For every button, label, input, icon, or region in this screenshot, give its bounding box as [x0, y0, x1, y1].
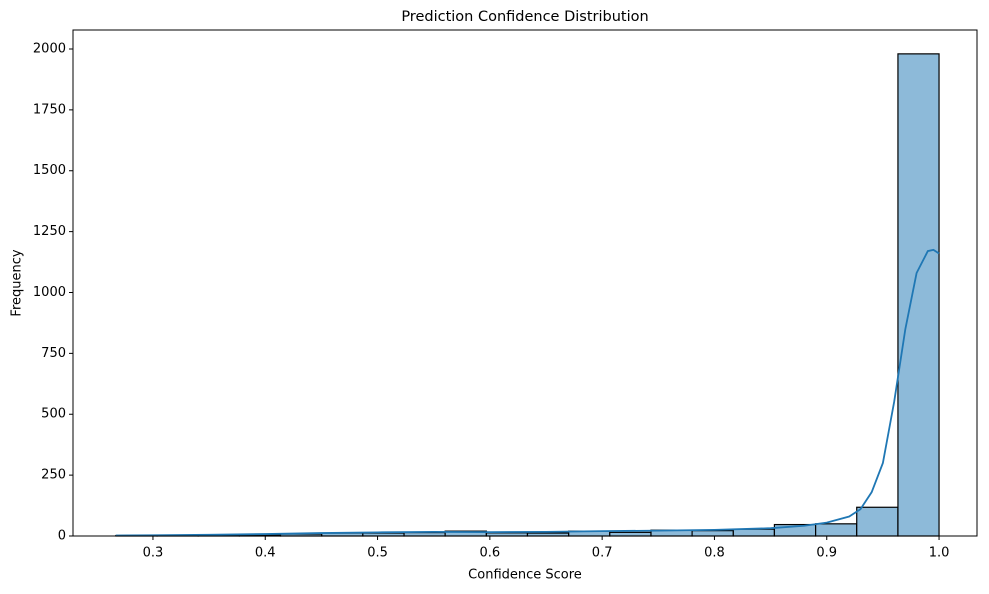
y-tick-label: 0 — [58, 529, 66, 544]
x-tick-label: 0.8 — [704, 546, 725, 561]
y-axis-label: Frequency — [10, 249, 25, 316]
kde-line — [116, 250, 939, 536]
bar — [857, 507, 898, 536]
x-tick-label: 1.0 — [929, 546, 950, 561]
bar — [733, 529, 774, 536]
x-tick-label: 0.4 — [255, 546, 276, 561]
x-tick-label: 0.6 — [480, 546, 501, 561]
bar — [692, 531, 733, 536]
y-tick-label: 1750 — [33, 102, 66, 117]
plot-frame — [73, 30, 977, 536]
x-tick-label: 0.3 — [143, 546, 164, 561]
y-tick-label: 500 — [41, 407, 66, 422]
bar — [404, 533, 445, 536]
y-tick-label: 2000 — [33, 41, 66, 56]
x-axis-label: Confidence Score — [468, 568, 582, 583]
y-tick-label: 750 — [41, 346, 66, 361]
chart-title: Prediction Confidence Distribution — [401, 9, 648, 25]
x-tick-label: 0.7 — [592, 546, 613, 561]
y-tick-label: 1500 — [33, 163, 66, 178]
bar — [610, 532, 651, 536]
x-tick-label: 0.5 — [367, 546, 388, 561]
y-tick-label: 1250 — [33, 224, 66, 239]
y-tick-label: 1000 — [33, 285, 66, 300]
x-tick-label: 0.9 — [816, 546, 837, 561]
bar — [816, 524, 857, 536]
bar — [898, 54, 939, 536]
y-tick-label: 250 — [41, 468, 66, 483]
